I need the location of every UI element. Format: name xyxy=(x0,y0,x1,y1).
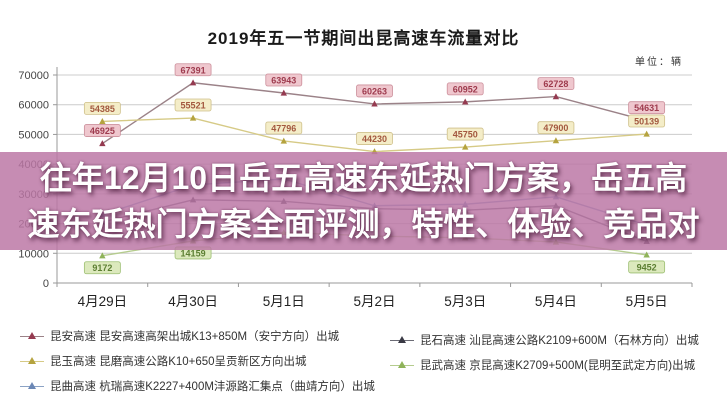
legend-item: 昆曲高速 杭瑞高速K2227+400M沣源路汇集点（曲靖方向）出城 xyxy=(20,378,390,394)
series-marker-icon xyxy=(99,252,106,259)
data-label-box xyxy=(265,73,303,87)
series-marker-icon xyxy=(390,335,414,345)
data-label-box xyxy=(265,121,303,135)
chart-title: 2019年五一节期间出昆高速车流量对比 xyxy=(207,29,520,48)
data-label-box xyxy=(83,124,121,137)
y-tick-label: 60000 xyxy=(18,100,49,112)
legend-label: 昆玉高速 昆磨高速公路K10+650呈贡新区方向出城 xyxy=(50,356,307,368)
legend-label: 昆曲高速 杭瑞高速K2227+400M沣源路汇集点（曲靖方向）出城 xyxy=(50,381,375,393)
data-label: 47900 xyxy=(543,123,568,133)
data-label: 63943 xyxy=(271,75,296,85)
legend-item: 昆武高速 京昆高速K2709+500M(昆明至武定方向)出城 xyxy=(390,357,725,373)
legend-item: 昆安高速 昆安高速高架出城K13+850M（安宁方向）出城 xyxy=(20,328,390,344)
data-label: 55521 xyxy=(181,101,206,111)
series-marker-icon xyxy=(20,381,44,391)
series-marker-icon xyxy=(552,93,560,100)
series-marker-icon xyxy=(280,137,287,144)
chart-legend-left: 昆安高速 昆安高速高架出城K13+850M（安宁方向）出城 昆玉高速 昆磨高速公路… xyxy=(20,328,390,400)
data-label-box xyxy=(356,84,393,98)
data-label: 60952 xyxy=(453,84,478,94)
unit-label: 单位：辆 xyxy=(635,57,683,68)
series-marker-icon xyxy=(189,114,197,121)
legend-label: 昆武高速 京昆高速K2709+500M(昆明至武定方向)出城 xyxy=(420,360,696,372)
data-label-box xyxy=(83,101,121,115)
series-marker-icon xyxy=(643,251,650,258)
data-label-box xyxy=(446,82,484,96)
data-label-box xyxy=(628,114,666,128)
legend-label: 昆安高速 昆安高速高架出城K13+850M（安宁方向）出城 xyxy=(50,331,340,343)
data-label: 9172 xyxy=(92,263,112,273)
data-label: 9452 xyxy=(637,262,657,272)
data-label: 47796 xyxy=(271,123,296,133)
series-marker-icon xyxy=(189,79,197,86)
x-category-label: 5月5日 xyxy=(626,294,668,309)
promo-overlay-text-line2: 速东延热门方案全面评测，特性、体验、竞品对 xyxy=(27,206,700,242)
legend-item: 昆石高速 汕昆高速公路K2109+600M（石林方向）出城 xyxy=(390,332,725,348)
data-label-box xyxy=(628,260,666,274)
series-marker-icon xyxy=(390,360,414,370)
x-category-label: 4月29日 xyxy=(78,294,128,309)
data-label: 44230 xyxy=(362,134,387,144)
series-marker-icon xyxy=(99,117,106,124)
promo-overlay-text-line1: 往年12月10日岳五高速东延热门方案，岳五高 xyxy=(39,160,688,196)
legend-label: 昆石高速 汕昆高速公路K2109+600M（石林方向）出城 xyxy=(420,335,699,347)
data-label: 54631 xyxy=(634,103,659,113)
promo-overlay-banner: 往年12月10日岳五高速东延热门方案，岳五高 速东延热门方案全面评测，特性、体验… xyxy=(0,152,727,250)
data-label: 46925 xyxy=(90,126,115,136)
data-label: 67391 xyxy=(181,65,206,75)
data-label-box xyxy=(628,101,666,115)
data-label: 60263 xyxy=(362,86,387,96)
x-category-label: 5月4日 xyxy=(535,294,577,309)
data-label: 50139 xyxy=(634,117,659,127)
series-marker-icon xyxy=(462,98,469,105)
data-label-box xyxy=(174,63,212,77)
x-category-label: 5月2日 xyxy=(353,294,395,309)
data-label: 14159 xyxy=(181,248,206,258)
x-category-label: 5月1日 xyxy=(263,294,305,309)
y-tick-label: 0 xyxy=(43,278,49,290)
series-marker-icon xyxy=(643,130,650,137)
data-label-box xyxy=(83,261,121,275)
data-label-box xyxy=(537,77,575,91)
data-label: 62728 xyxy=(543,79,568,89)
series-marker-icon xyxy=(552,137,560,144)
data-label-box xyxy=(174,98,212,112)
data-label-box xyxy=(356,132,393,145)
x-category-label: 4月30日 xyxy=(168,294,218,309)
series-marker-icon xyxy=(462,143,469,150)
y-tick-label: 70000 xyxy=(18,70,49,82)
legend-item: 昆玉高速 昆磨高速公路K10+650呈贡新区方向出城 xyxy=(20,353,390,369)
data-label-box xyxy=(446,127,484,141)
series-marker-icon xyxy=(371,100,378,107)
chart-legend-right: 昆石高速 汕昆高速公路K2109+600M（石林方向）出城 昆武高速 京昆高速K2… xyxy=(390,332,725,382)
series-marker-icon xyxy=(20,331,44,341)
data-label: 45750 xyxy=(453,130,478,140)
series-marker-icon xyxy=(20,356,44,366)
series-marker-icon xyxy=(280,89,287,96)
x-category-label: 5月3日 xyxy=(444,294,486,309)
y-tick-label: 50000 xyxy=(18,129,49,141)
data-label: 54385 xyxy=(90,104,115,114)
data-label-box xyxy=(537,121,575,135)
y-tick-label: 10000 xyxy=(18,248,49,260)
series-marker-icon xyxy=(99,140,106,147)
